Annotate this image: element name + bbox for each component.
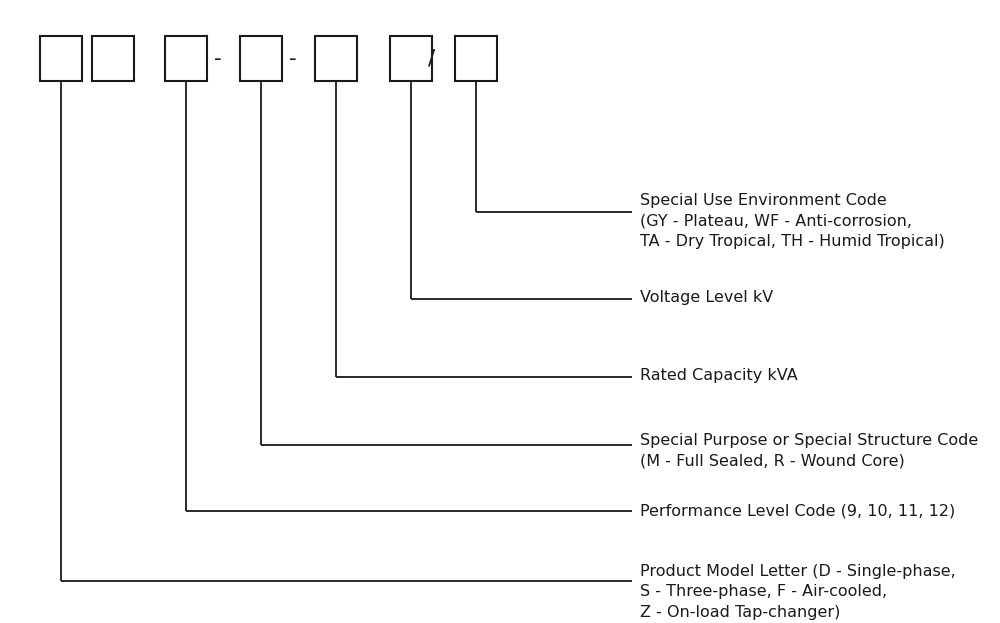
- Bar: [240, 36, 282, 81]
- Text: Special Purpose or Special Structure Code
(M - Full Sealed, R - Wound Core): Special Purpose or Special Structure Cod…: [640, 433, 978, 468]
- Bar: [390, 36, 432, 81]
- Bar: [315, 36, 357, 81]
- Bar: [455, 36, 497, 81]
- Text: -: -: [214, 49, 222, 69]
- Text: Product Model Letter (D - Single-phase,
S - Three-phase, F - Air-cooled,
Z - On-: Product Model Letter (D - Single-phase, …: [640, 564, 956, 620]
- Text: /: /: [428, 49, 436, 69]
- Text: Performance Level Code (9, 10, 11, 12): Performance Level Code (9, 10, 11, 12): [640, 503, 955, 518]
- Bar: [165, 36, 207, 81]
- Text: Special Use Environment Code
(GY - Plateau, WF - Anti-corrosion,
TA - Dry Tropic: Special Use Environment Code (GY - Plate…: [640, 193, 945, 249]
- Bar: [40, 36, 82, 81]
- Bar: [92, 36, 134, 81]
- Text: Rated Capacity kVA: Rated Capacity kVA: [640, 368, 798, 383]
- Text: -: -: [289, 49, 297, 69]
- Text: Voltage Level kV: Voltage Level kV: [640, 290, 773, 305]
